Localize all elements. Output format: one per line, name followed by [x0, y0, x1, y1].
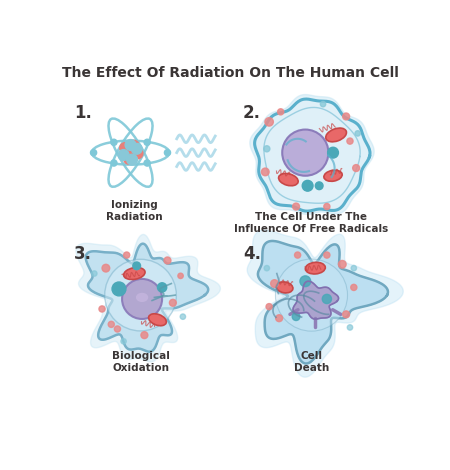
Circle shape — [111, 160, 117, 166]
Circle shape — [261, 168, 269, 176]
Ellipse shape — [326, 128, 346, 142]
Circle shape — [292, 203, 300, 210]
Circle shape — [124, 252, 130, 258]
Ellipse shape — [148, 314, 166, 326]
Text: 3.: 3. — [74, 245, 92, 263]
Text: 4.: 4. — [244, 245, 262, 263]
Circle shape — [111, 139, 117, 145]
Text: The Cell Under The
Influence Of Free Radicals: The Cell Under The Influence Of Free Rad… — [234, 212, 389, 234]
Circle shape — [112, 282, 126, 296]
Circle shape — [131, 143, 142, 154]
Circle shape — [180, 314, 185, 319]
Circle shape — [128, 141, 139, 151]
Circle shape — [169, 299, 176, 306]
Circle shape — [278, 109, 284, 115]
Circle shape — [292, 313, 300, 321]
Circle shape — [347, 325, 353, 330]
Circle shape — [114, 326, 121, 332]
Circle shape — [126, 147, 137, 157]
Text: Cell
Death: Cell Death — [294, 351, 329, 373]
Circle shape — [144, 160, 150, 166]
Circle shape — [164, 149, 171, 156]
Circle shape — [120, 142, 130, 153]
Circle shape — [90, 149, 97, 156]
Circle shape — [132, 148, 143, 159]
Circle shape — [342, 311, 350, 318]
Text: Ionizing
Radiation: Ionizing Radiation — [106, 200, 163, 222]
Circle shape — [92, 271, 97, 276]
Circle shape — [355, 131, 360, 136]
Circle shape — [324, 252, 330, 258]
Circle shape — [338, 260, 346, 268]
Circle shape — [320, 102, 326, 107]
Polygon shape — [247, 230, 403, 377]
Text: 1.: 1. — [74, 104, 92, 122]
Circle shape — [270, 280, 279, 287]
Polygon shape — [86, 243, 208, 352]
Circle shape — [133, 262, 140, 270]
Circle shape — [275, 259, 347, 331]
Circle shape — [347, 138, 353, 144]
Circle shape — [282, 130, 328, 176]
Text: Biological
Oxidation: Biological Oxidation — [112, 351, 170, 373]
Circle shape — [276, 315, 283, 321]
Circle shape — [108, 321, 114, 328]
Circle shape — [127, 154, 137, 165]
Circle shape — [118, 149, 129, 160]
Circle shape — [121, 338, 126, 344]
Circle shape — [158, 283, 166, 292]
Circle shape — [266, 304, 272, 310]
Circle shape — [264, 146, 270, 152]
Ellipse shape — [306, 262, 325, 274]
Circle shape — [342, 113, 350, 120]
Circle shape — [264, 266, 270, 271]
Circle shape — [144, 139, 150, 145]
Circle shape — [295, 252, 301, 258]
Polygon shape — [255, 99, 370, 211]
Circle shape — [302, 180, 313, 191]
Ellipse shape — [136, 293, 148, 302]
Circle shape — [315, 182, 323, 189]
Circle shape — [353, 164, 360, 172]
Ellipse shape — [276, 282, 293, 293]
Circle shape — [124, 153, 135, 164]
Circle shape — [351, 284, 357, 290]
Text: The Effect Of Radiation On The Human Cell: The Effect Of Radiation On The Human Cel… — [62, 66, 399, 79]
Circle shape — [99, 306, 105, 312]
Circle shape — [328, 147, 338, 158]
Circle shape — [324, 204, 330, 210]
Polygon shape — [76, 235, 220, 362]
Circle shape — [351, 266, 356, 271]
Polygon shape — [293, 281, 338, 319]
Circle shape — [178, 273, 183, 279]
Ellipse shape — [279, 173, 298, 186]
Circle shape — [265, 118, 273, 126]
Circle shape — [105, 259, 176, 331]
Ellipse shape — [124, 267, 145, 280]
Circle shape — [322, 294, 332, 304]
Circle shape — [102, 264, 110, 272]
Ellipse shape — [324, 170, 342, 181]
Circle shape — [141, 332, 148, 338]
Circle shape — [164, 257, 171, 264]
Circle shape — [125, 140, 136, 150]
Circle shape — [300, 276, 310, 287]
Text: 2.: 2. — [242, 104, 260, 122]
Polygon shape — [258, 241, 388, 363]
Polygon shape — [250, 94, 374, 214]
Circle shape — [122, 279, 162, 319]
